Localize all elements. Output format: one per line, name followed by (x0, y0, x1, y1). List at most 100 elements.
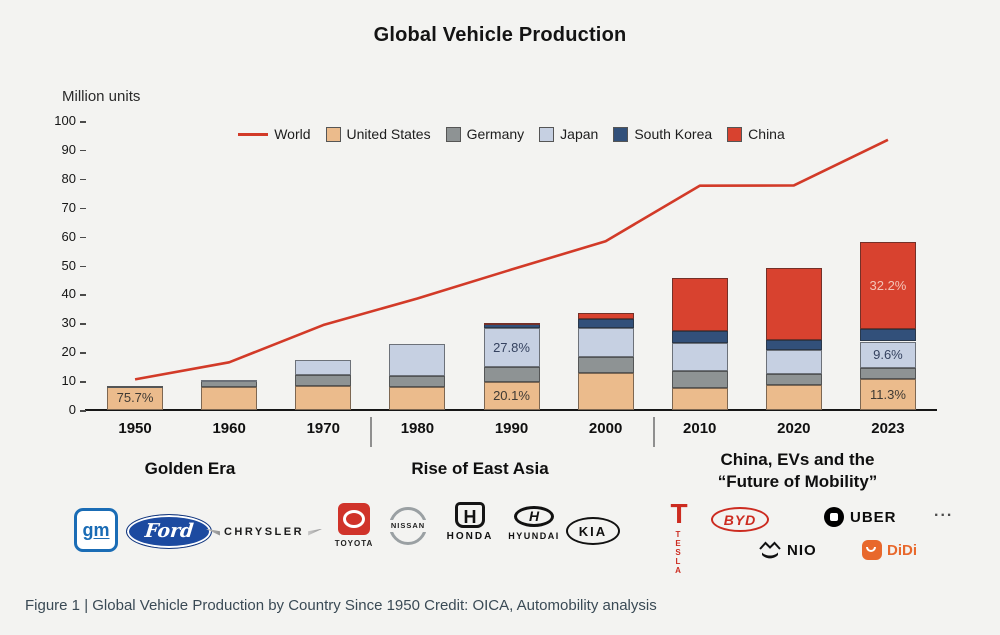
bar-segment-germany (765, 373, 822, 385)
didi-logo: DiDi (862, 540, 917, 560)
bar-segment-united-states (765, 384, 822, 410)
legend-item-japan: Japan (539, 126, 598, 142)
x-axis-label: 1960 (212, 420, 246, 437)
toyota-logo: TOYOTA (330, 503, 378, 548)
y-axis-tick-mark (80, 323, 86, 325)
ford-logo: Ford (126, 514, 212, 549)
bar-segment-south-korea (483, 324, 540, 329)
legend-label: United States (346, 126, 431, 142)
era-divider (653, 417, 655, 447)
bar-segment-china (765, 267, 822, 341)
bar-segment-germany (107, 386, 164, 388)
bar-segment-germany (201, 381, 258, 388)
percent-label: 27.8% (493, 339, 530, 355)
y-axis-tick-label: 0 (68, 402, 76, 417)
x-axis-label: 2000 (588, 420, 623, 437)
y-axis-tick-mark (80, 236, 86, 239)
percent-label: 32.2% (869, 277, 907, 293)
bar-segment-japan (577, 327, 634, 358)
chrysler-wing-icon (308, 528, 323, 536)
y-axis-tick-label: 50 (61, 257, 76, 273)
legend-label: World (274, 126, 311, 142)
kia-logo-text: KIA (578, 523, 608, 539)
ford-logo-text: Ford (143, 520, 195, 542)
legend-item-china: China (727, 126, 785, 142)
y-axis-tick-label: 30 (61, 315, 76, 331)
legend-label: South Korea (634, 126, 713, 142)
y-axis-tick-label: 10 (61, 373, 76, 389)
percent-label: 11.3% (869, 386, 906, 402)
uber-logo: UBER (824, 507, 897, 527)
bar-segment-united-states (577, 373, 634, 410)
bar-segment-south-korea (577, 318, 634, 328)
nio-icon (759, 541, 781, 559)
uber-logo-text: UBER (850, 508, 897, 526)
bar-segment-japan (295, 359, 352, 376)
y-axis-tick-label: 80 (61, 170, 76, 186)
y-axis-tick-mark (80, 410, 86, 412)
bar-segment-germany (295, 375, 352, 386)
y-axis-tick-mark (80, 207, 86, 210)
bar-segment-germany (389, 375, 446, 387)
bar-segment-united-states (671, 387, 728, 410)
chrysler-logo-text: CHRYSLER (223, 526, 305, 538)
y-axis-tick-label: 60 (61, 228, 76, 244)
kia-logo: KIA (566, 517, 620, 545)
x-axis-label: 1980 (400, 420, 435, 437)
percent-label: 20.1% (493, 387, 530, 403)
hyundai-logo: H HYUNDAI (503, 506, 565, 541)
more-brands-ellipsis: ... (934, 503, 954, 520)
era-title-line: Golden Era (144, 459, 236, 478)
nio-logo-text: NIO (787, 541, 817, 559)
hyundai-emblem-icon: H (514, 506, 554, 527)
chrysler-logo: CHRYSLER (205, 526, 323, 538)
bar-segment-japan (765, 350, 822, 374)
percent-label: 9.6% (873, 346, 903, 362)
bar-segment-germany (577, 357, 634, 373)
uber-icon (824, 507, 844, 527)
chart-title: Global Vehicle Production (373, 24, 627, 46)
didi-smile-icon (862, 540, 882, 560)
bar-segment-south-korea (765, 340, 822, 351)
y-axis-tick-label: 100 (54, 113, 76, 128)
bar-segment-germany (859, 367, 916, 380)
bar-segment-united-states (483, 381, 540, 410)
legend-label: Germany (466, 126, 525, 142)
nio-logo: NIO (759, 540, 817, 560)
bar-segment-china (671, 277, 728, 331)
honda-emblem-icon: H (455, 502, 485, 528)
x-axis-label: 2023 (871, 420, 905, 437)
x-axis-label: 1990 (494, 420, 529, 437)
figure-caption: Figure 1 | Global Vehicle Production by … (25, 597, 657, 614)
legend-line-marker (238, 132, 269, 136)
x-axis-label: 1950 (118, 420, 152, 437)
percent-label: 75.7% (116, 390, 154, 406)
bar-segment-germany (671, 370, 728, 388)
era-title-line: Rise of East Asia (411, 459, 549, 478)
x-axis-label: 2010 (683, 420, 717, 437)
y-axis-tick-mark (80, 294, 86, 296)
era-title-line: China, EVs and the (720, 450, 875, 469)
toyota-emblem-icon (338, 503, 370, 535)
y-axis-tick-mark (80, 352, 86, 354)
tesla-logo: T TESLA (662, 498, 696, 576)
era-title-line: “Future of Mobility” (717, 472, 878, 491)
y-axis-title: Million units (62, 88, 141, 105)
bar-segment-south-korea (859, 329, 916, 342)
chrysler-wing-icon (205, 528, 220, 536)
nissan-logo: NISSAN (381, 505, 435, 547)
bar-segment-united-states (389, 386, 446, 410)
y-axis-tick-label: 70 (61, 199, 76, 215)
bar-segment-china (577, 312, 634, 319)
bar-segment-germany (483, 367, 540, 382)
x-axis-label: 1970 (306, 420, 340, 437)
y-axis-tick-mark (80, 149, 86, 152)
bar-segment-china (483, 323, 540, 325)
honda-logo: H HONDA (441, 502, 499, 542)
bar-segment-japan (389, 343, 446, 376)
x-axis-label: 2020 (777, 420, 811, 437)
tesla-emblem-icon: T (670, 498, 688, 529)
era-title-golden-era: Golden Era (60, 458, 320, 480)
gm-logo: gm (74, 508, 118, 552)
